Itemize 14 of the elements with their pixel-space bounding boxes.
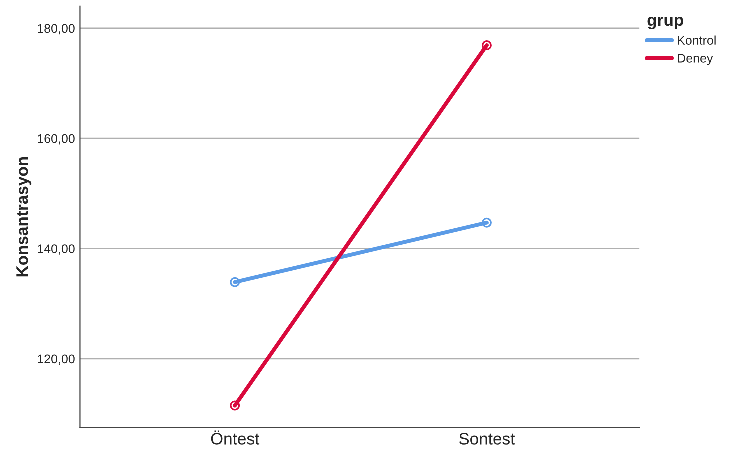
- legend-label: Kontrol: [678, 36, 716, 45]
- point: [482, 40, 492, 51]
- legend-label: Deney: [678, 54, 714, 66]
- x-tick-label: Öntest: [211, 430, 260, 445]
- y-tick-label: 140,00: [38, 244, 75, 255]
- y-tick-label: 180,00: [38, 24, 75, 35]
- y-axis-title: Konsantrasyon: [16, 157, 32, 277]
- legend-title: grup: [648, 17, 684, 30]
- point: [230, 277, 240, 288]
- point: [230, 400, 240, 411]
- x-tick-label: Sontest: [459, 433, 516, 445]
- y-tick-label: 160,00: [38, 134, 75, 145]
- y-tick-label: 120,00: [38, 354, 75, 366]
- point: [482, 218, 492, 228]
